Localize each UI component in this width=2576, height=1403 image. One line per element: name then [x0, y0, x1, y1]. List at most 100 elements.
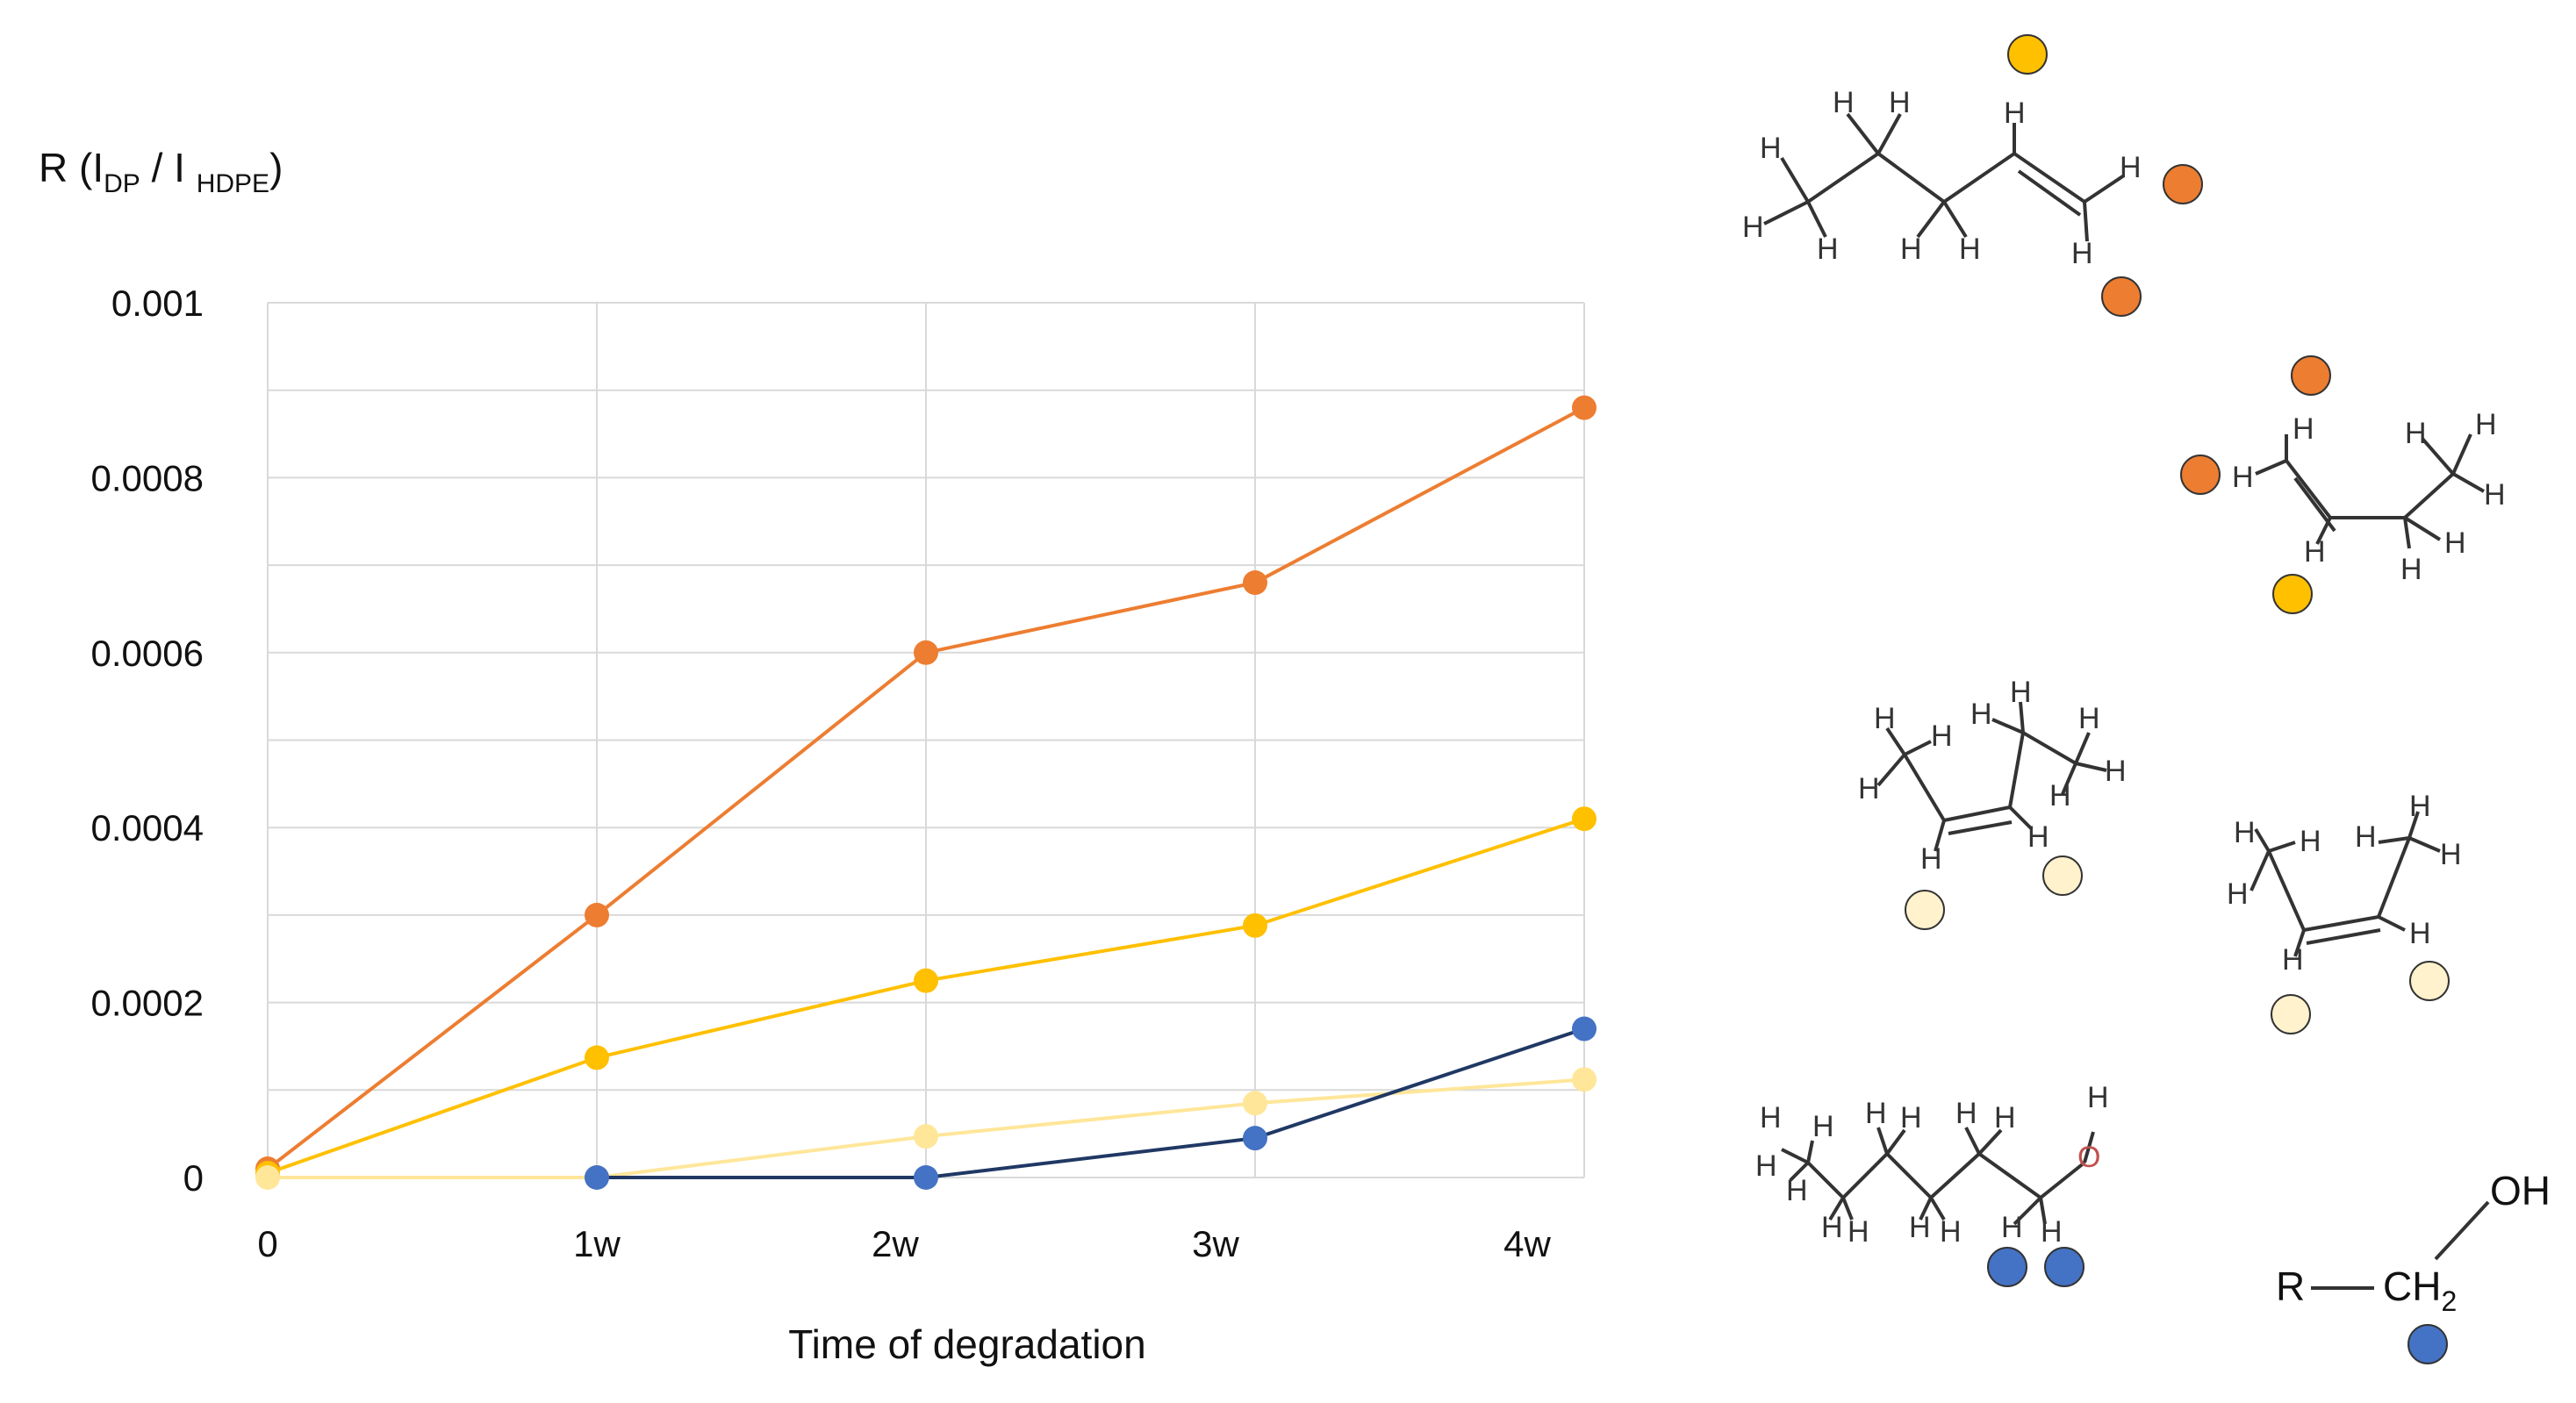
svg-text:H: H — [2484, 478, 2506, 512]
svg-text:H: H — [2293, 412, 2314, 446]
data-point-blue — [914, 1165, 938, 1190]
svg-text:H: H — [2232, 461, 2254, 494]
y-tick-label: 0.0008 — [91, 457, 204, 498]
svg-text:H: H — [1909, 1211, 1931, 1244]
svg-text:H: H — [2300, 825, 2321, 858]
molecule-pentene: H H H H H H H H H H — [1742, 34, 2203, 317]
svg-text:H: H — [2105, 755, 2127, 788]
svg-text:H: H — [1889, 86, 1911, 119]
svg-text:H: H — [1940, 1215, 1962, 1249]
svg-text:H: H — [2004, 97, 2026, 130]
data-point-orange — [1572, 395, 1597, 420]
y-tick-label: 0.0004 — [91, 807, 204, 848]
svg-text:H: H — [1821, 1211, 1843, 1244]
svg-text:O: O — [2077, 1141, 2100, 1174]
data-point-blue — [585, 1165, 609, 1190]
y-label-sub-dp: DP — [104, 169, 140, 198]
data-point-orange — [585, 902, 609, 927]
molecule-pentanol: H H H H H H H H H H H H H H H O — [1755, 1081, 2109, 1287]
svg-text:H: H — [1994, 1101, 2016, 1135]
data-point-yellow — [1243, 913, 1267, 938]
marker-pale-trans-2 — [2271, 994, 2311, 1034]
svg-text:H: H — [2400, 553, 2422, 586]
marker-yellow-pentene — [2007, 34, 2048, 75]
data-point-pale — [1243, 1091, 1267, 1116]
svg-text:H: H — [1955, 1097, 1977, 1130]
data-point-pale — [914, 1124, 938, 1149]
formula-r-ch2-oh: R CH2 OH — [2276, 1168, 2551, 1364]
svg-text:H: H — [1755, 1149, 1777, 1183]
svg-text:H: H — [2304, 535, 2326, 569]
svg-text:H: H — [1812, 1110, 1834, 1143]
marker-blue-pentanol-2 — [2044, 1247, 2084, 1287]
molecule-cis-alkene: H H H H H H H H H H — [1858, 676, 2127, 930]
marker-orange-butene-2 — [2180, 455, 2221, 495]
svg-text:H: H — [1920, 842, 1942, 876]
svg-text:H: H — [2234, 816, 2256, 849]
svg-text:R: R — [2276, 1263, 2305, 1309]
y-tick-label: 0.0006 — [91, 633, 204, 674]
data-point-blue — [1572, 1016, 1597, 1042]
svg-text:H: H — [1858, 772, 1880, 805]
svg-text:H: H — [2041, 1215, 2063, 1249]
svg-text:H: H — [2087, 1081, 2109, 1114]
svg-text:H: H — [1833, 86, 1855, 119]
svg-text:H: H — [2282, 943, 2304, 977]
svg-text:H: H — [2078, 702, 2100, 735]
svg-text:H: H — [2409, 790, 2431, 823]
svg-text:H: H — [2027, 820, 2049, 854]
x-tick-label: 1w — [573, 1223, 621, 1264]
data-point-orange — [914, 640, 938, 665]
marker-pale-cis-1 — [2042, 855, 2083, 896]
x-tick-label: 4w — [1503, 1223, 1551, 1264]
svg-text:CH2: CH2 — [2383, 1263, 2457, 1317]
svg-text:H: H — [2444, 526, 2466, 560]
data-point-pale — [255, 1165, 280, 1190]
svg-text:H: H — [2120, 151, 2142, 184]
svg-text:H: H — [2049, 779, 2071, 812]
svg-text:H: H — [1970, 698, 1992, 731]
svg-text:H: H — [1760, 1101, 1782, 1135]
molecule-trans-alkene: H H H H H H H H — [2227, 790, 2462, 1034]
svg-text:H: H — [1900, 1101, 1922, 1135]
marker-orange-pentene-1 — [2163, 164, 2203, 204]
svg-text:H: H — [1931, 719, 1953, 753]
x-tick-label: 2w — [872, 1223, 919, 1264]
svg-text:H: H — [1848, 1215, 1869, 1249]
y-tick-label: 0.001 — [111, 283, 204, 324]
svg-text:H: H — [2001, 1211, 2023, 1244]
svg-text:H: H — [2227, 877, 2249, 911]
series-line-blue — [597, 1027, 1585, 1179]
svg-text:H: H — [2440, 838, 2462, 871]
x-tick-label: 3w — [1192, 1223, 1239, 1264]
marker-pale-trans-1 — [2409, 961, 2450, 1001]
svg-text:H: H — [1742, 211, 1764, 244]
svg-text:H: H — [1817, 233, 1839, 266]
x-tick-label: 0 — [257, 1223, 277, 1264]
marker-pale-cis-2 — [1905, 890, 1945, 930]
svg-text:H: H — [1900, 233, 1922, 266]
svg-text:H: H — [1959, 233, 1981, 266]
data-point-blue — [1243, 1126, 1267, 1151]
data-point-orange — [1243, 570, 1267, 596]
marker-blue-formula — [2407, 1324, 2448, 1364]
marker-orange-butene-1 — [2291, 355, 2331, 396]
molecule-butene: H H H H H H H H — [2180, 355, 2506, 614]
svg-text:H: H — [2405, 417, 2427, 450]
data-point-yellow — [914, 968, 938, 993]
data-point-yellow — [1572, 806, 1597, 832]
marker-orange-pentene-2 — [2101, 276, 2142, 317]
x-axis-label: Time of degradation — [788, 1321, 1145, 1367]
svg-text:H: H — [1786, 1174, 1808, 1207]
y-tick-label: 0 — [183, 1157, 204, 1199]
svg-text:H: H — [2475, 408, 2497, 441]
svg-text:H: H — [1760, 132, 1782, 165]
y-tick-label: 0.0002 — [91, 983, 204, 1024]
svg-text:H: H — [1865, 1097, 1887, 1130]
marker-yellow-butene — [2272, 574, 2313, 614]
svg-text:OH: OH — [2490, 1168, 2551, 1213]
marker-blue-pentanol-1 — [1987, 1247, 2027, 1287]
svg-text:H: H — [2355, 820, 2377, 854]
svg-text:H: H — [2071, 237, 2093, 270]
